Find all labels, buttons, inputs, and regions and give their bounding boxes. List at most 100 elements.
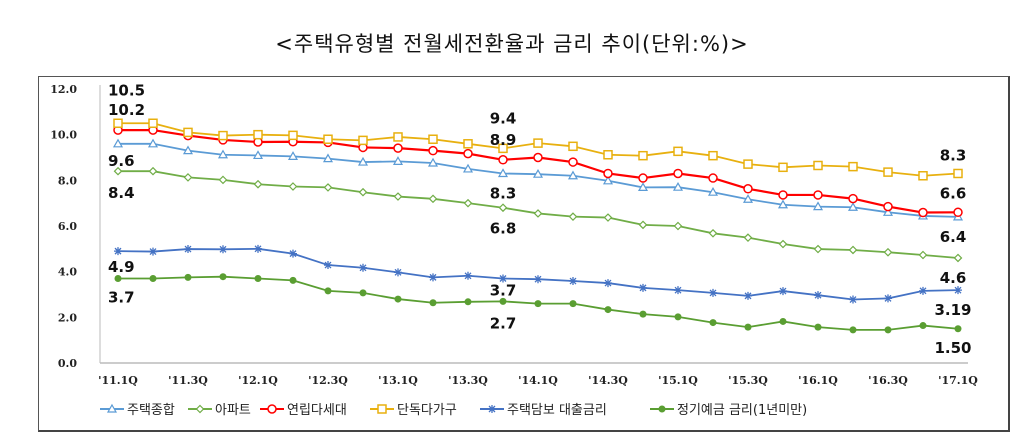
dot-marker xyxy=(849,326,857,334)
star-marker xyxy=(744,291,752,300)
triangle-marker xyxy=(252,150,264,160)
diamond-marker xyxy=(218,175,228,185)
triangle-marker xyxy=(672,181,684,191)
star-marker xyxy=(849,295,857,304)
diamond-marker xyxy=(708,228,718,238)
star-marker xyxy=(534,275,542,284)
square-marker xyxy=(323,134,333,144)
dot-marker xyxy=(429,299,437,307)
triangle-marker xyxy=(147,138,159,148)
y-tick-label: 8.0 xyxy=(58,174,77,187)
square-marker xyxy=(813,160,823,171)
diamond-marker xyxy=(953,253,963,263)
dot-marker xyxy=(674,313,682,321)
circle-marker xyxy=(848,193,858,204)
diamond-marker xyxy=(568,212,578,221)
diamond-marker xyxy=(918,250,928,260)
x-tick-label: '17.1Q xyxy=(938,374,978,387)
triangle-marker xyxy=(322,153,334,163)
dot-marker xyxy=(464,298,472,306)
data-label: 8.4 xyxy=(108,184,135,202)
star-marker xyxy=(499,274,507,283)
legend-item: 정기예금 금리(1년미만) xyxy=(650,403,807,418)
x-tick-label: '16.3Q xyxy=(868,374,908,387)
y-tick-label: 2.0 xyxy=(58,311,77,324)
star-marker xyxy=(219,245,227,254)
x-tick-label: '13.3Q xyxy=(448,374,488,387)
triangle-marker xyxy=(462,163,474,173)
star-marker xyxy=(639,283,647,292)
chart-frame xyxy=(38,76,1010,432)
square-marker xyxy=(498,143,508,154)
x-tick-label: '14.1Q xyxy=(518,374,558,387)
circle-marker xyxy=(708,173,718,183)
dot-marker xyxy=(604,306,612,314)
y-tick-label: 4.0 xyxy=(58,266,77,279)
data-label: 8.3 xyxy=(940,146,967,164)
triangle-marker xyxy=(882,207,894,216)
dot-marker xyxy=(779,317,787,325)
square-marker xyxy=(883,167,893,177)
triangle-marker xyxy=(112,138,124,148)
y-tick-label: 0.0 xyxy=(58,357,77,370)
series-4 xyxy=(114,244,962,304)
dot-marker xyxy=(219,273,227,281)
square-marker xyxy=(743,159,753,169)
dot-marker xyxy=(534,300,542,308)
data-label: 3.19 xyxy=(934,301,971,319)
dot-marker xyxy=(184,273,192,281)
diamond-marker xyxy=(195,404,205,414)
circle-marker xyxy=(918,207,928,218)
circle-marker xyxy=(778,190,788,200)
triangle-marker xyxy=(182,145,194,155)
legend-label: 연립다세대 xyxy=(287,403,347,418)
diamond-marker xyxy=(148,166,158,176)
triangle-marker xyxy=(287,151,299,160)
x-tick-label: '12.1Q xyxy=(238,374,278,387)
chart-title: <주택유형별 전월세전환율과 금리 추이(단위:%)> xyxy=(275,32,749,56)
diamond-marker xyxy=(428,194,438,204)
x-tick-label: '11.1Q xyxy=(98,374,138,387)
diamond-marker xyxy=(848,245,858,255)
legend-label: 아파트 xyxy=(215,403,251,418)
dot-marker xyxy=(149,275,157,283)
star-marker xyxy=(884,294,892,303)
x-tick-label: '13.1Q xyxy=(378,374,418,387)
diamond-marker xyxy=(323,183,333,192)
square-marker xyxy=(148,118,158,128)
series-line xyxy=(118,122,959,177)
dot-marker xyxy=(954,325,962,333)
triangle-marker xyxy=(392,156,404,165)
circle-marker xyxy=(393,143,403,153)
legend-item: 단독다가구 xyxy=(370,403,457,418)
circle-marker xyxy=(533,152,543,163)
dot-marker xyxy=(814,323,822,331)
data-label: 9.4 xyxy=(490,109,517,127)
circle-marker xyxy=(638,173,648,183)
square-marker xyxy=(673,146,683,157)
star-marker xyxy=(919,286,927,295)
triangle-marker xyxy=(357,156,369,166)
x-tick-label: '11.3Q xyxy=(168,374,208,387)
star-marker xyxy=(359,263,367,272)
star-marker xyxy=(114,247,122,256)
circle-marker xyxy=(603,168,613,179)
triangle-marker xyxy=(567,170,579,180)
diamond-marker xyxy=(113,166,123,176)
dot-marker xyxy=(254,275,262,283)
star-marker xyxy=(954,286,962,295)
dot-marker xyxy=(289,276,297,284)
legend-item: 주택담보 대출금리 xyxy=(480,403,607,418)
dot-marker xyxy=(919,322,927,330)
diamond-marker xyxy=(778,239,788,249)
dot-marker xyxy=(658,405,666,413)
series-1 xyxy=(113,166,963,263)
diamond-marker xyxy=(358,187,368,197)
triangle-marker xyxy=(532,168,544,178)
square-marker xyxy=(358,135,368,146)
star-marker xyxy=(149,247,157,256)
circle-marker xyxy=(743,184,753,194)
data-label: 6.8 xyxy=(490,220,517,238)
series-2 xyxy=(113,125,963,218)
